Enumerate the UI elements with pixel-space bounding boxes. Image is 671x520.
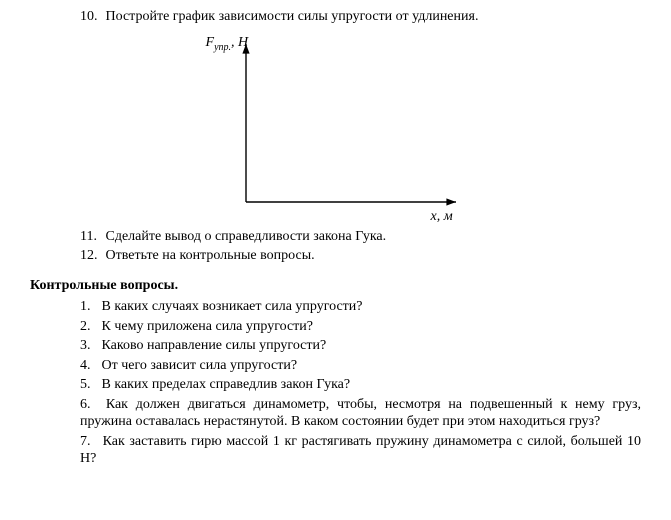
question-6: 6. Как должен двигаться динамометр, чтоб…	[80, 396, 641, 431]
chart-wrap: Fупр., Н x, м	[30, 32, 641, 222]
y-axis-label: Fупр., Н	[206, 34, 249, 54]
axes-svg	[196, 32, 476, 222]
task-list-cont: 11. Сделайте вывод о справедливости зако…	[80, 228, 641, 265]
x-axis-label: x, м	[431, 208, 453, 226]
question-4: 4. От чего зависит сила упругости?	[80, 357, 641, 375]
q5-num: 5.	[80, 376, 98, 394]
task-11-num: 11.	[80, 228, 102, 246]
q4-text: От чего зависит сила упругости?	[102, 358, 298, 373]
q6-num: 6.	[80, 396, 98, 414]
q5-text: В каких пределах справедлив закон Гука?	[102, 377, 351, 392]
q3-num: 3.	[80, 337, 98, 355]
q1-text: В каких случаях возникает сила упругости…	[102, 299, 363, 314]
task-10: 10. Постройте график зависимости силы уп…	[80, 8, 641, 26]
y-label-tail: , Н	[231, 35, 248, 50]
task-12-num: 12.	[80, 247, 102, 265]
task-12-text: Ответьте на контрольные вопросы.	[106, 248, 315, 263]
question-1: 1. В каких случаях возникает сила упруго…	[80, 298, 641, 316]
task-11: 11. Сделайте вывод о справедливости зако…	[80, 228, 641, 246]
questions-list: 1. В каких случаях возникает сила упруго…	[80, 298, 641, 468]
question-3: 3. Каково направление силы упругости?	[80, 337, 641, 355]
q7-num: 7.	[80, 433, 98, 451]
question-2: 2. К чему приложена сила упругости?	[80, 318, 641, 336]
q3-text: Каково направление силы упругости?	[102, 338, 327, 353]
question-7: 7. Как заставить гирю массой 1 кг растяг…	[80, 433, 641, 468]
task-list: 10. Постройте график зависимости силы уп…	[80, 8, 641, 26]
y-label-main: F	[206, 35, 215, 50]
q2-text: К чему приложена сила упругости?	[102, 319, 313, 334]
elastic-force-axes-chart: Fупр., Н x, м	[196, 32, 476, 222]
question-5: 5. В каких пределах справедлив закон Гук…	[80, 376, 641, 394]
questions-heading: Контрольные вопросы.	[30, 277, 641, 295]
q1-num: 1.	[80, 298, 98, 316]
y-label-sub: упр.	[214, 41, 231, 52]
task-11-text: Сделайте вывод о справедливости закона Г…	[106, 229, 387, 244]
q7-text: Как заставить гирю массой 1 кг растягива…	[80, 434, 641, 467]
q2-num: 2.	[80, 318, 98, 336]
task-12: 12. Ответьте на контрольные вопросы.	[80, 247, 641, 265]
q4-num: 4.	[80, 357, 98, 375]
page: 10. Постройте график зависимости силы уп…	[0, 0, 671, 480]
q6-text: Как должен двигаться динамометр, чтобы, …	[80, 397, 641, 430]
task-10-num: 10.	[80, 8, 102, 26]
task-10-text: Постройте график зависимости силы упруго…	[106, 9, 479, 24]
